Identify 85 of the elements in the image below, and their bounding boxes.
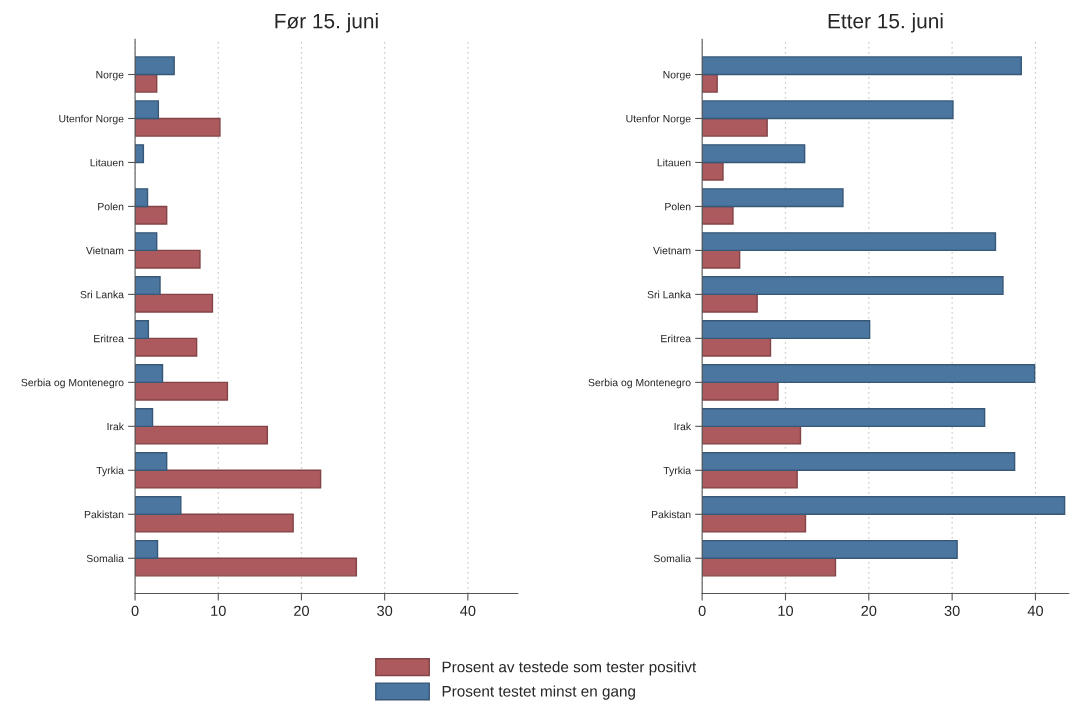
bar [702,73,718,93]
x-tick-label: 0 [698,605,706,616]
bar [135,496,182,515]
bar [135,469,322,489]
y-tick-label: Litauen [657,158,691,167]
chart-title: Før 15. juni [275,13,378,33]
y-tick-label: Sri Lanka [80,290,124,299]
bar [135,117,221,137]
bar [702,293,758,313]
bar [702,469,798,489]
y-tick-label: Somalia [86,554,124,563]
y-tick-label: Sri Lanka [647,290,692,299]
y-tick-label: Serbia og Montenegro [21,378,124,389]
bar [702,161,724,181]
y-tick-label: Vietnam [653,246,691,255]
bar [702,232,997,252]
bar [702,276,1004,296]
bar [702,513,807,533]
y-tick-label: Polen [98,202,124,211]
x-tick-label: 30 [377,605,393,616]
y-tick-label: Polen [665,202,691,211]
bar [135,513,294,533]
y-tick-label: Pakistan [651,510,691,519]
bar [135,276,161,296]
bar [135,337,198,357]
y-tick-label: Irak [674,422,692,431]
bar [135,381,229,401]
y-tick-label: Vietnam [85,246,124,255]
bar [702,425,802,445]
y-tick-label: Irak [107,422,124,431]
x-tick-label: 0 [131,605,139,616]
y-tick-label: Tyrkia [663,466,692,477]
y-tick-label: Pakistan [84,510,124,519]
bar [135,408,154,428]
bar [135,73,158,93]
y-tick-label: Utenfor Norge [626,114,691,125]
y-tick-label: Eritrea [94,334,124,343]
bar [702,100,954,120]
bar [702,337,772,357]
legend-label: Prosent testet minst en gang [442,685,635,700]
bar [135,425,269,445]
x-tick-label: 20 [861,605,877,616]
bar [702,205,734,225]
bar [135,249,201,269]
bar [135,364,164,384]
bar [702,557,837,577]
y-tick-label: Somalia [653,554,692,563]
y-tick-label: Tyrkia [96,466,124,477]
y-tick-label: Eritrea [661,334,692,343]
x-tick-label: 10 [211,605,226,616]
bar [702,117,768,137]
bar [135,100,160,120]
bar [135,188,149,208]
bar [702,408,986,428]
bar [135,144,145,164]
bar [702,496,1066,515]
x-tick-label: 30 [944,605,960,616]
x-tick-label: 20 [294,605,310,616]
x-tick-label: 10 [778,605,794,616]
bar [135,56,175,76]
bar [702,320,871,340]
bar [702,452,1016,472]
bar [135,232,158,252]
bar [702,56,1022,76]
y-tick-label: Serbia og Montenegro [588,378,691,389]
y-tick-label: Norge [663,71,691,81]
bar [702,539,958,559]
legend-label: Prosent av testede som tester positivt [442,661,697,676]
bar [702,144,806,164]
y-tick-label: Litauen [90,158,124,167]
y-tick-label: Norge [96,71,124,81]
x-tick-label: 40 [460,605,476,616]
bar [135,557,358,577]
chart-title: Etter 15. juni [828,13,943,33]
bar [135,205,168,225]
bar [702,364,1036,384]
x-tick-label: 40 [1027,605,1043,616]
y-tick-label: Utenfor Norge [59,114,124,125]
bar [135,293,214,313]
bar [135,452,168,472]
bar [135,539,159,559]
bar [702,381,779,401]
bar [135,320,150,340]
bar [702,249,741,269]
bar [702,188,844,208]
